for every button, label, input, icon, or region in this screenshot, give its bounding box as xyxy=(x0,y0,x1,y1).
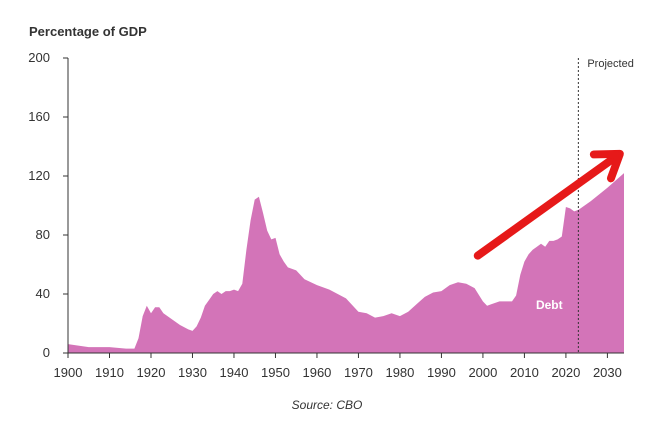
area-layer xyxy=(68,173,624,353)
x-tick-label: 1980 xyxy=(385,365,414,380)
area-series-debt xyxy=(68,173,624,353)
x-tick-label: 1970 xyxy=(344,365,373,380)
projection-layer: Projected xyxy=(577,58,634,353)
x-tick-label: 1960 xyxy=(302,365,331,380)
source-note: Source: CBO xyxy=(291,398,363,412)
y-tick-label: 200 xyxy=(28,50,50,65)
y-tick-label: 160 xyxy=(28,109,50,124)
projection-label: Projected xyxy=(587,58,633,70)
x-tick-label: 1910 xyxy=(95,365,124,380)
axis-layer xyxy=(67,58,624,354)
x-tick-label: 1920 xyxy=(137,365,166,380)
x-tick-label: 2010 xyxy=(510,365,539,380)
red-arrow xyxy=(473,149,624,260)
y-tick-label: 80 xyxy=(36,227,50,242)
series-label-debt: Debt xyxy=(536,298,563,312)
x-tick-label: 1900 xyxy=(54,365,83,380)
y-ticks: 0 40 80 120 160 200 xyxy=(28,50,68,360)
x-tick-label: 1950 xyxy=(261,365,290,380)
x-tick-label: 1940 xyxy=(220,365,249,380)
x-tick-label: 2030 xyxy=(593,365,622,380)
x-ticks: 1900 1910 1920 1930 1940 1950 1960 1970 1980 1990… xyxy=(54,353,622,380)
x-tick-label: 2020 xyxy=(551,365,580,380)
y-axis-title: Percentage of GDP xyxy=(29,24,147,39)
y-tick-label: 40 xyxy=(36,286,50,301)
y-tick-label: 0 xyxy=(43,345,50,360)
x-tick-label: 2000 xyxy=(468,365,497,380)
arrow-head xyxy=(589,149,624,183)
x-tick-label: 1990 xyxy=(427,365,456,380)
x-tick-label: 1930 xyxy=(178,365,207,380)
y-tick-label: 120 xyxy=(28,168,50,183)
arrow-shaft xyxy=(473,153,619,260)
